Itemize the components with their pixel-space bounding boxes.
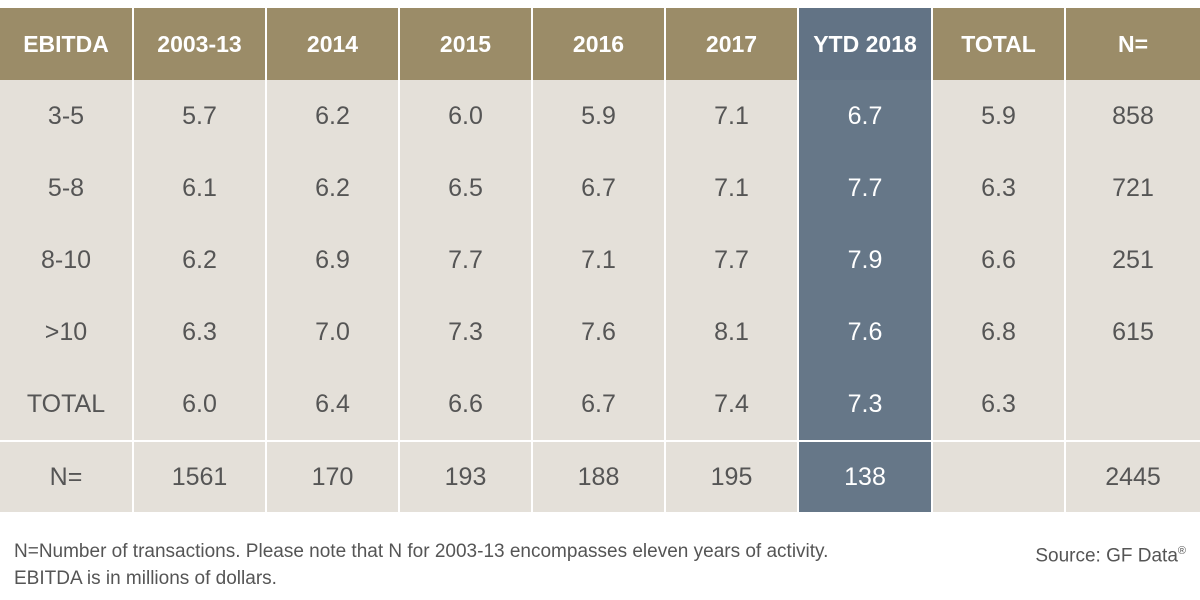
- value-cell: 8.1: [666, 296, 799, 368]
- value-cell: 6.6: [400, 368, 533, 440]
- value-cell: 6.7: [799, 80, 933, 152]
- value-cell: 7.3: [799, 368, 933, 440]
- value-cell: 5.9: [533, 80, 666, 152]
- value-cell: 6.7: [533, 368, 666, 440]
- registered-mark: ®: [1177, 545, 1186, 557]
- value-cell: 5.7: [134, 80, 267, 152]
- value-cell: 7.4: [666, 368, 799, 440]
- row-label-cell: 5-8: [0, 152, 134, 224]
- table-footer: N= 1561 170 193 188 195 138 2445: [0, 440, 1200, 512]
- table-row: 3-5 5.7 6.2 6.0 5.9 7.1 6.7 5.9 858: [0, 80, 1200, 152]
- value-cell: 6.5: [400, 152, 533, 224]
- source-credit: Source: GF Data®: [1035, 538, 1186, 569]
- table-row: >10 6.3 7.0 7.3 7.6 8.1 7.6 6.8 615: [0, 296, 1200, 368]
- value-cell: 615: [1066, 296, 1200, 368]
- value-cell: 7.7: [666, 224, 799, 296]
- column-header: 2017: [666, 8, 799, 80]
- value-cell: 7.1: [666, 80, 799, 152]
- value-cell: 858: [1066, 80, 1200, 152]
- value-cell: 5.9: [933, 80, 1066, 152]
- table-row: 5-8 6.1 6.2 6.5 6.7 7.1 7.7 6.3 721: [0, 152, 1200, 224]
- column-header: 2003-13: [134, 8, 267, 80]
- footnotes: N=Number of transactions. Please note th…: [14, 538, 828, 592]
- value-cell: 6.6: [933, 224, 1066, 296]
- value-cell: 6.9: [267, 224, 400, 296]
- value-cell: [1066, 368, 1200, 440]
- value-cell: 7.7: [799, 152, 933, 224]
- count-cell: 170: [267, 440, 400, 512]
- footnote-line: EBITDA is in millions of dollars.: [14, 568, 277, 589]
- column-header: N=: [1066, 8, 1200, 80]
- value-cell: 721: [1066, 152, 1200, 224]
- source-label: Source: GF Data: [1035, 545, 1178, 567]
- value-cell: 6.2: [267, 80, 400, 152]
- footnote-line: N=Number of transactions. Please note th…: [14, 541, 829, 562]
- value-cell: 6.3: [933, 368, 1066, 440]
- table-row: 8-10 6.2 6.9 7.7 7.1 7.7 7.9 6.6 251: [0, 224, 1200, 296]
- value-cell: 7.6: [533, 296, 666, 368]
- value-cell: 6.4: [267, 368, 400, 440]
- data-table-container: EBITDA 2003-13 2014 2015 2016 2017 YTD 2018 TOT…: [0, 8, 1200, 512]
- value-cell: 6.7: [533, 152, 666, 224]
- row-label-cell: 3-5: [0, 80, 134, 152]
- count-cell: 1561: [134, 440, 267, 512]
- row-label-cell: 8-10: [0, 224, 134, 296]
- table-header: EBITDA 2003-13 2014 2015 2016 2017 YTD 2018 TOT…: [0, 8, 1200, 80]
- row-label-cell: TOTAL: [0, 368, 134, 440]
- header-row: EBITDA 2003-13 2014 2015 2016 2017 YTD 2018 TOT…: [0, 8, 1200, 80]
- column-header: YTD 2018: [799, 8, 933, 80]
- count-cell: 195: [666, 440, 799, 512]
- column-header: TOTAL: [933, 8, 1066, 80]
- value-cell: 7.1: [666, 152, 799, 224]
- ebitda-multiples-table: EBITDA 2003-13 2014 2015 2016 2017 YTD 2018 TOT…: [0, 8, 1200, 512]
- value-cell: 6.3: [134, 296, 267, 368]
- value-cell: 6.2: [134, 224, 267, 296]
- count-cell: [933, 440, 1066, 512]
- footer-row: N= 1561 170 193 188 195 138 2445: [0, 440, 1200, 512]
- count-cell: 138: [799, 440, 933, 512]
- column-header: EBITDA: [0, 8, 134, 80]
- value-cell: 7.7: [400, 224, 533, 296]
- value-cell: 6.1: [134, 152, 267, 224]
- value-cell: 7.0: [267, 296, 400, 368]
- value-cell: 6.3: [933, 152, 1066, 224]
- value-cell: 7.1: [533, 224, 666, 296]
- column-header: 2016: [533, 8, 666, 80]
- table-body: 3-5 5.7 6.2 6.0 5.9 7.1 6.7 5.9 858 5-8 6.1 6.2 6.5 6…: [0, 80, 1200, 440]
- value-cell: 7.3: [400, 296, 533, 368]
- row-label-cell: >10: [0, 296, 134, 368]
- value-cell: 6.2: [267, 152, 400, 224]
- footer-label-cell: N=: [0, 440, 134, 512]
- value-cell: 6.8: [933, 296, 1066, 368]
- table-row: TOTAL 6.0 6.4 6.6 6.7 7.4 7.3 6.3: [0, 368, 1200, 440]
- value-cell: 6.0: [400, 80, 533, 152]
- value-cell: 7.9: [799, 224, 933, 296]
- count-cell: 193: [400, 440, 533, 512]
- value-cell: 251: [1066, 224, 1200, 296]
- count-cell: 188: [533, 440, 666, 512]
- value-cell: 7.6: [799, 296, 933, 368]
- column-header: 2015: [400, 8, 533, 80]
- column-header: 2014: [267, 8, 400, 80]
- value-cell: 6.0: [134, 368, 267, 440]
- count-cell: 2445: [1066, 440, 1200, 512]
